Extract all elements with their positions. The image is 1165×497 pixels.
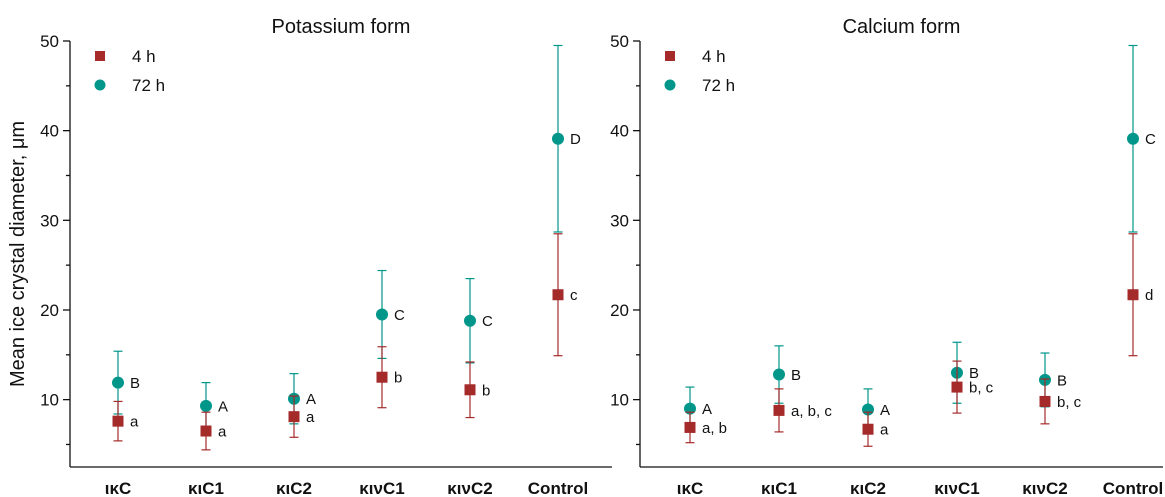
series-72h-significance-label: B <box>130 375 140 392</box>
legend-label: 72 h <box>702 76 735 95</box>
y-tick-label: 30 <box>610 211 629 230</box>
series-4h-point <box>552 289 564 301</box>
series-4h-significance-label: c <box>570 287 578 304</box>
series-4h-point <box>684 421 696 433</box>
legend-marker-square <box>95 51 105 61</box>
series-72h-point <box>112 376 124 389</box>
series-4h-point <box>1039 395 1051 407</box>
series-4h-significance-label: b, c <box>969 380 994 397</box>
legend-label: 4 h <box>702 47 726 66</box>
y-axis-label: Mean ice crystal diameter, μm <box>7 121 29 387</box>
series-4h-significance-label: b, c <box>1057 394 1082 411</box>
series-72h-point <box>773 368 785 381</box>
legend: 4 h 72 h <box>94 47 165 95</box>
series-4h-point <box>200 425 212 437</box>
series-72h-significance-label: A <box>306 391 316 408</box>
x-tick-label: κιC1 <box>761 479 797 497</box>
series-4h-significance-label: b <box>394 370 402 387</box>
series-72h-significance-label: D <box>570 131 581 148</box>
series-4h-point <box>862 423 874 435</box>
y-tick-label: 30 <box>40 211 59 230</box>
y-tick-label: 20 <box>610 301 629 320</box>
y-tick-label: 10 <box>40 391 59 410</box>
series-72h-point <box>464 314 476 327</box>
legend-marker-circle <box>664 79 676 91</box>
series-72h-point <box>1127 132 1139 145</box>
series-72h-significance-label: A <box>880 402 890 419</box>
series-4h-significance-label: a, b, c <box>791 403 832 420</box>
legend-marker-square <box>665 51 675 61</box>
x-tick-label: ικC <box>677 479 703 497</box>
x-tick-label: Control <box>1103 479 1163 497</box>
y-tick-label: 40 <box>40 122 59 141</box>
x-tick-label: κιC2 <box>850 479 886 497</box>
y-tick-label: 50 <box>40 32 59 51</box>
x-tick-label: κινC1 <box>934 479 979 497</box>
chart-panel-potassium: Potassium form 10 20 30 40 50 ικC κιC1 κιC2 κινC1… <box>40 16 612 497</box>
legend-label: 72 h <box>132 76 165 95</box>
series-4h-significance-label: a <box>130 414 139 431</box>
chart-title: Potassium form <box>272 16 411 38</box>
series-72h-significance-label: C <box>482 313 493 330</box>
x-tick-label: κιC1 <box>188 479 224 497</box>
series-72h-point <box>376 308 388 321</box>
series-72h-significance-label: A <box>702 401 712 418</box>
series-4h-significance-label: b <box>482 382 490 399</box>
series-4h-point <box>376 371 388 383</box>
x-tick-label: κιC2 <box>276 479 312 497</box>
x-tick-label: Control <box>528 479 588 497</box>
series-4h-point <box>464 384 476 396</box>
series-4h-significance-label: a <box>306 409 315 426</box>
series-72h-significance-label: B <box>1057 372 1067 389</box>
legend-marker-circle <box>94 79 106 91</box>
x-tick-label: κινC1 <box>359 479 404 497</box>
legend-label: 4 h <box>132 47 156 66</box>
chart-panel-calcium: Calcium form 10 20 30 40 50 ικC κιC1 κιC2 κινC1 κι… <box>610 16 1163 497</box>
chart-title: Calcium form <box>843 16 961 38</box>
series-72h-significance-label: A <box>218 398 228 415</box>
series-72h-point <box>200 399 212 412</box>
series-4h-point <box>112 415 124 427</box>
x-tick-label: ικC <box>105 479 131 497</box>
series-4h-significance-label: a <box>218 424 227 441</box>
series-72h-significance-label: C <box>394 307 405 324</box>
y-tick-label: 20 <box>40 301 59 320</box>
series-72h-significance-label: B <box>969 365 979 382</box>
y-tick-label: 10 <box>610 391 629 410</box>
series-72h-significance-label: C <box>1145 131 1156 148</box>
series-4h-point <box>288 411 300 423</box>
x-tick-label: κινC2 <box>1022 479 1067 497</box>
series-72h-point <box>552 132 564 145</box>
series-4h-point <box>773 404 785 416</box>
series-4h-significance-label: d <box>1145 287 1153 304</box>
y-tick-label: 50 <box>610 32 629 51</box>
x-tick-label: κινC2 <box>447 479 492 497</box>
series-4h-point <box>1127 289 1139 301</box>
series-4h-significance-label: a, b <box>702 420 727 437</box>
series-72h-significance-label: B <box>791 367 801 384</box>
legend: 4 h 72 h <box>664 47 735 95</box>
series-4h-point <box>951 381 963 393</box>
series-4h-significance-label: a <box>880 422 889 439</box>
y-tick-label: 40 <box>610 122 629 141</box>
